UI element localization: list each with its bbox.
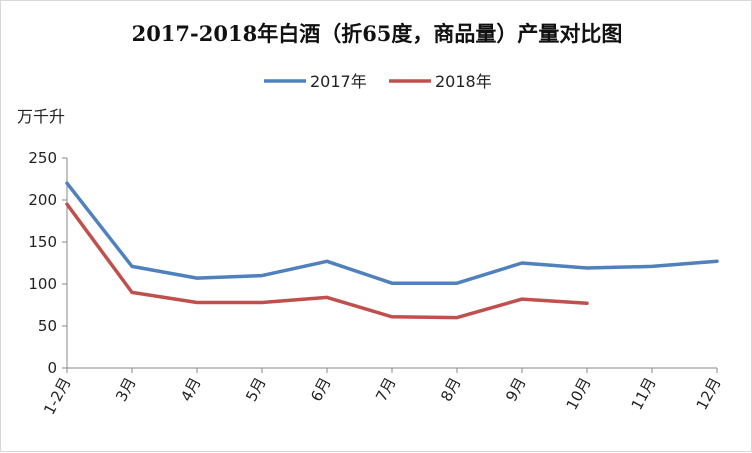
chart-title: 2017-2018年白酒（折65度，商品量）产量对比图: [132, 21, 623, 46]
series-line-2017年: [65, 181, 719, 285]
y-tick-label: 100: [28, 275, 57, 293]
y-axis-unit-label: 万千升: [17, 107, 65, 126]
x-tick-label: 10月: [563, 374, 595, 413]
x-tick-label: 5月: [242, 374, 269, 404]
y-tick-label: 0: [47, 359, 57, 377]
y-tick-label: 150: [28, 233, 57, 251]
x-tick-label: 8月: [437, 374, 464, 404]
legend: 2017年 2018年: [264, 72, 492, 91]
x-tick-label: 6月: [307, 374, 334, 404]
series-layer: [65, 181, 719, 320]
x-tick-label: 3月: [112, 374, 139, 404]
y-tick-label: 250: [28, 149, 57, 167]
legend-label-2018年: 2018年: [435, 72, 492, 91]
axes: 0 50 100 150 200 250 1-2月 3月 4月 5月 6月 7月 8月 9月 10月 11月 1…: [28, 149, 724, 418]
x-tick-label: 7月: [372, 374, 399, 404]
x-tick-label: 12月: [693, 374, 725, 413]
x-tick-label: 9月: [502, 374, 529, 404]
x-tick-label: 1-2月: [40, 374, 74, 417]
x-tick-label: 11月: [628, 374, 660, 413]
y-tick-label: 200: [28, 191, 57, 209]
y-tick-label: 50: [38, 317, 57, 335]
x-tick-label: 4月: [177, 374, 204, 404]
legend-label-2017年: 2017年: [310, 72, 367, 91]
series-line-2018年: [65, 202, 589, 320]
